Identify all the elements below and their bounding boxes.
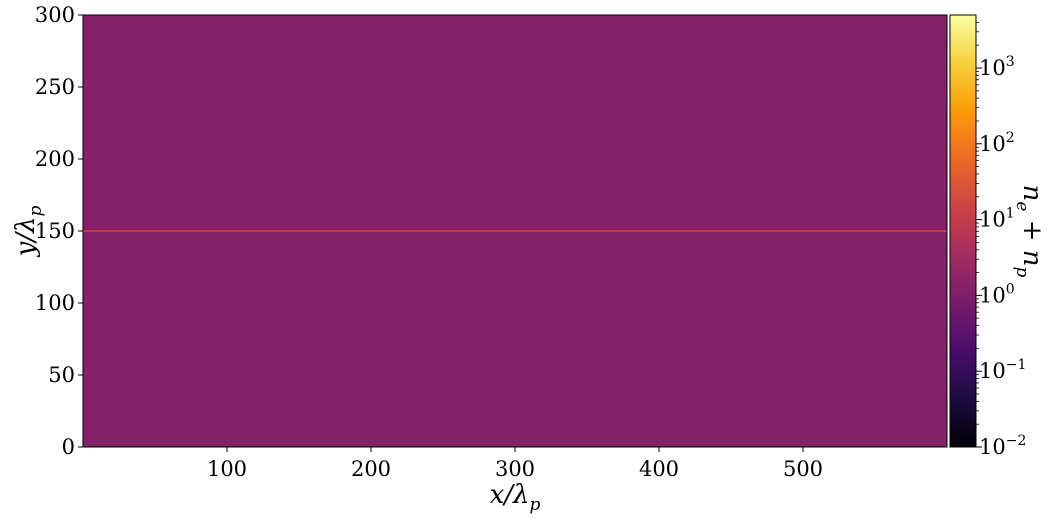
plot-area <box>82 14 948 448</box>
y-tick-label: 50 <box>48 363 75 387</box>
x-tick-label: 300 <box>495 457 535 481</box>
y-tick-label: 200 <box>35 147 75 171</box>
colorbar-tick-label: 102 <box>979 130 1015 156</box>
y-tick-label: 100 <box>35 291 75 315</box>
colorbar-tick-label: 100 <box>979 281 1015 307</box>
y-tick-label: 150 <box>35 219 75 243</box>
y-tick-label: 300 <box>35 3 75 27</box>
colorbar-tick-label: 10−1 <box>979 357 1026 383</box>
x-tick-label: 100 <box>207 457 247 481</box>
colorbar-tick-label: 10−2 <box>979 433 1026 459</box>
y-tick-label: 250 <box>35 75 75 99</box>
y-axis: 0 50 100 150 200 250 300 <box>35 3 83 459</box>
x-tick-label: 400 <box>639 457 679 481</box>
y-tick-label: 0 <box>62 435 75 459</box>
colorbar-label: ne + np <box>1012 185 1047 278</box>
colorbar: 10−2 10−1 100 101 102 103 <box>949 14 1026 459</box>
x-axis: 100 200 300 400 500 <box>207 447 823 481</box>
x-tick-label: 200 <box>351 457 391 481</box>
y-axis-label: y/λp <box>11 205 46 257</box>
colorbar-tick-label: 101 <box>979 206 1015 232</box>
x-axis-label: x/λp <box>490 480 541 515</box>
colorbar-tick-label: 103 <box>979 54 1015 80</box>
x-tick-label: 500 <box>783 457 823 481</box>
colorbar-gradient <box>949 14 977 448</box>
